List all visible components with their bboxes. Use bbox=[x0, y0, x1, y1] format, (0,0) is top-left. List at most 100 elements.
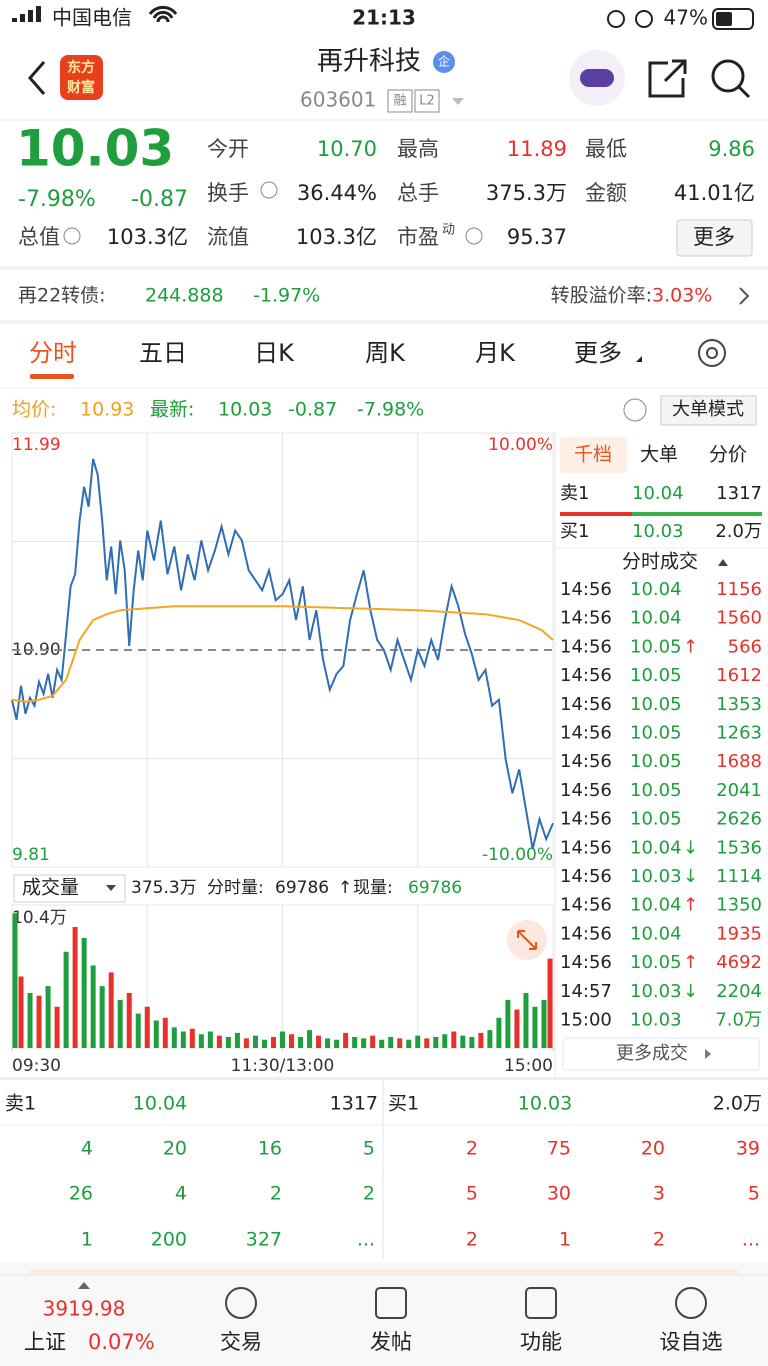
side-tab[interactable]: 千档 bbox=[574, 444, 612, 466]
mode-button[interactable] bbox=[660, 395, 757, 426]
stat-label: 最高 bbox=[397, 137, 439, 161]
share-button[interactable] bbox=[648, 59, 687, 98]
book-sell-vol: 1317 bbox=[330, 1093, 378, 1115]
trade-direction: ↑ bbox=[683, 636, 698, 657]
minute-vol-arrow: ↑ bbox=[338, 878, 352, 898]
book-sell-cell: ... bbox=[357, 1229, 375, 1251]
stat-value: 103.3亿 bbox=[296, 225, 377, 249]
change-pct: -7.98% bbox=[18, 187, 96, 212]
tab[interactable]: 周K bbox=[365, 339, 406, 367]
volume-bar bbox=[370, 1035, 376, 1048]
trade-vol: 1353 bbox=[716, 694, 762, 715]
volume-bar bbox=[216, 1035, 222, 1048]
book-buy-cell: 3 bbox=[653, 1183, 665, 1205]
tab[interactable]: 日K bbox=[254, 339, 295, 367]
trade-direction: ↓ bbox=[683, 981, 698, 1002]
side-tab[interactable]: 分价 bbox=[709, 444, 747, 466]
tag-box bbox=[414, 89, 440, 113]
volume-bar bbox=[397, 1038, 403, 1048]
nav-item[interactable]: 交易 bbox=[220, 1330, 262, 1354]
y-tick-label: 10.4万 bbox=[12, 908, 67, 928]
trade-price: 10.04 bbox=[630, 895, 682, 916]
nav-item[interactable]: 功能 bbox=[520, 1330, 562, 1354]
book-sell-cell: 26 bbox=[69, 1183, 93, 1205]
volume-bar bbox=[54, 1006, 60, 1048]
signal-bar bbox=[12, 18, 17, 22]
nav-item[interactable]: 设自选 bbox=[660, 1330, 723, 1354]
trade-time: 15:00 bbox=[560, 1010, 612, 1031]
y-tick-label: 9.81 bbox=[12, 845, 50, 865]
stat-label: 市盈 bbox=[397, 225, 439, 249]
volume-bar bbox=[343, 1032, 349, 1048]
volume-bar bbox=[270, 1037, 276, 1048]
back-button[interactable] bbox=[28, 61, 46, 95]
volume-bar bbox=[180, 1031, 186, 1048]
bond-chevron[interactable] bbox=[739, 287, 750, 305]
more-text: 更多 bbox=[693, 225, 735, 249]
tab[interactable]: 月K bbox=[475, 339, 516, 367]
signal-bar bbox=[28, 10, 33, 22]
x-tick-label: 11:30/13:00 bbox=[231, 1056, 335, 1076]
volume-bar bbox=[171, 1027, 177, 1048]
nav-item[interactable]: 发帖 bbox=[370, 1330, 412, 1354]
more-button[interactable] bbox=[676, 219, 753, 257]
buy-label: 买1 bbox=[560, 521, 589, 542]
dropdown-icon bbox=[452, 98, 464, 105]
volume-bar bbox=[415, 1035, 421, 1048]
book-buy-cell: 20 bbox=[641, 1138, 665, 1160]
trade-vol: 1350 bbox=[716, 895, 762, 916]
book-buy-cell: 75 bbox=[547, 1138, 571, 1160]
index-name: 上证 bbox=[24, 1330, 66, 1354]
premium-value: 3.03% bbox=[652, 285, 712, 307]
y-tick-label: 11.99 bbox=[12, 435, 61, 455]
tab[interactable]: 更多 bbox=[574, 339, 622, 367]
selector-arrow bbox=[106, 885, 116, 891]
trade-vol: 1688 bbox=[716, 751, 762, 772]
volume-bar bbox=[487, 1030, 493, 1048]
stat-label: 总手 bbox=[397, 181, 439, 205]
book-buy-price: 10.03 bbox=[518, 1093, 572, 1115]
trade-time: 14:56 bbox=[560, 751, 612, 772]
trade-price: 10.05 bbox=[630, 636, 682, 657]
alarm-icon bbox=[635, 10, 653, 28]
trade-time: 14:56 bbox=[560, 866, 612, 887]
last-change-pct: -7.98% bbox=[357, 399, 424, 421]
book-buy-cell: 39 bbox=[736, 1138, 760, 1160]
volume-selector[interactable] bbox=[13, 874, 126, 903]
trade-direction: ↑ bbox=[683, 895, 698, 916]
tab[interactable]: 五日 bbox=[139, 339, 187, 367]
trade-price: 10.03 bbox=[630, 866, 682, 887]
volume-bar bbox=[36, 995, 42, 1048]
trade-vol: 566 bbox=[728, 636, 762, 657]
book-sell-cell: 16 bbox=[258, 1138, 282, 1160]
minute-vol: 69786 bbox=[275, 878, 329, 898]
tab[interactable]: 分时 bbox=[29, 339, 77, 367]
sell-price: 10.04 bbox=[632, 483, 684, 504]
stat-value: 375.3万 bbox=[486, 181, 567, 205]
volume-bar bbox=[352, 1037, 358, 1048]
carrier: 中国电信 bbox=[52, 6, 132, 30]
y2-tick-label: 10.00% bbox=[488, 435, 553, 455]
price-line bbox=[11, 458, 554, 850]
trade-vol: 7.0万 bbox=[715, 1010, 762, 1031]
more-trades-button[interactable] bbox=[562, 1037, 760, 1071]
stat-label: 最低 bbox=[585, 137, 627, 161]
book-sell-label: 卖1 bbox=[5, 1093, 36, 1115]
mode-text: 大单模式 bbox=[672, 399, 744, 420]
y-tick-label: 10.90 bbox=[12, 640, 61, 660]
volume-bar bbox=[153, 1020, 159, 1048]
x-tick-label: 15:00 bbox=[504, 1056, 553, 1076]
average-line bbox=[11, 605, 554, 703]
tag-box bbox=[387, 89, 413, 113]
side-tab[interactable]: 大单 bbox=[640, 444, 678, 466]
last-price: 10.03 bbox=[16, 120, 174, 178]
settings-button[interactable] bbox=[698, 339, 726, 367]
book-sell-cell: 1 bbox=[81, 1229, 93, 1251]
volume-bar bbox=[27, 993, 33, 1048]
tab-dropdown bbox=[636, 356, 642, 362]
trade-time: 14:56 bbox=[560, 952, 612, 973]
volume-bar bbox=[261, 1039, 267, 1048]
search-button[interactable] bbox=[711, 59, 745, 93]
stat-value: 36.44% bbox=[297, 181, 377, 205]
